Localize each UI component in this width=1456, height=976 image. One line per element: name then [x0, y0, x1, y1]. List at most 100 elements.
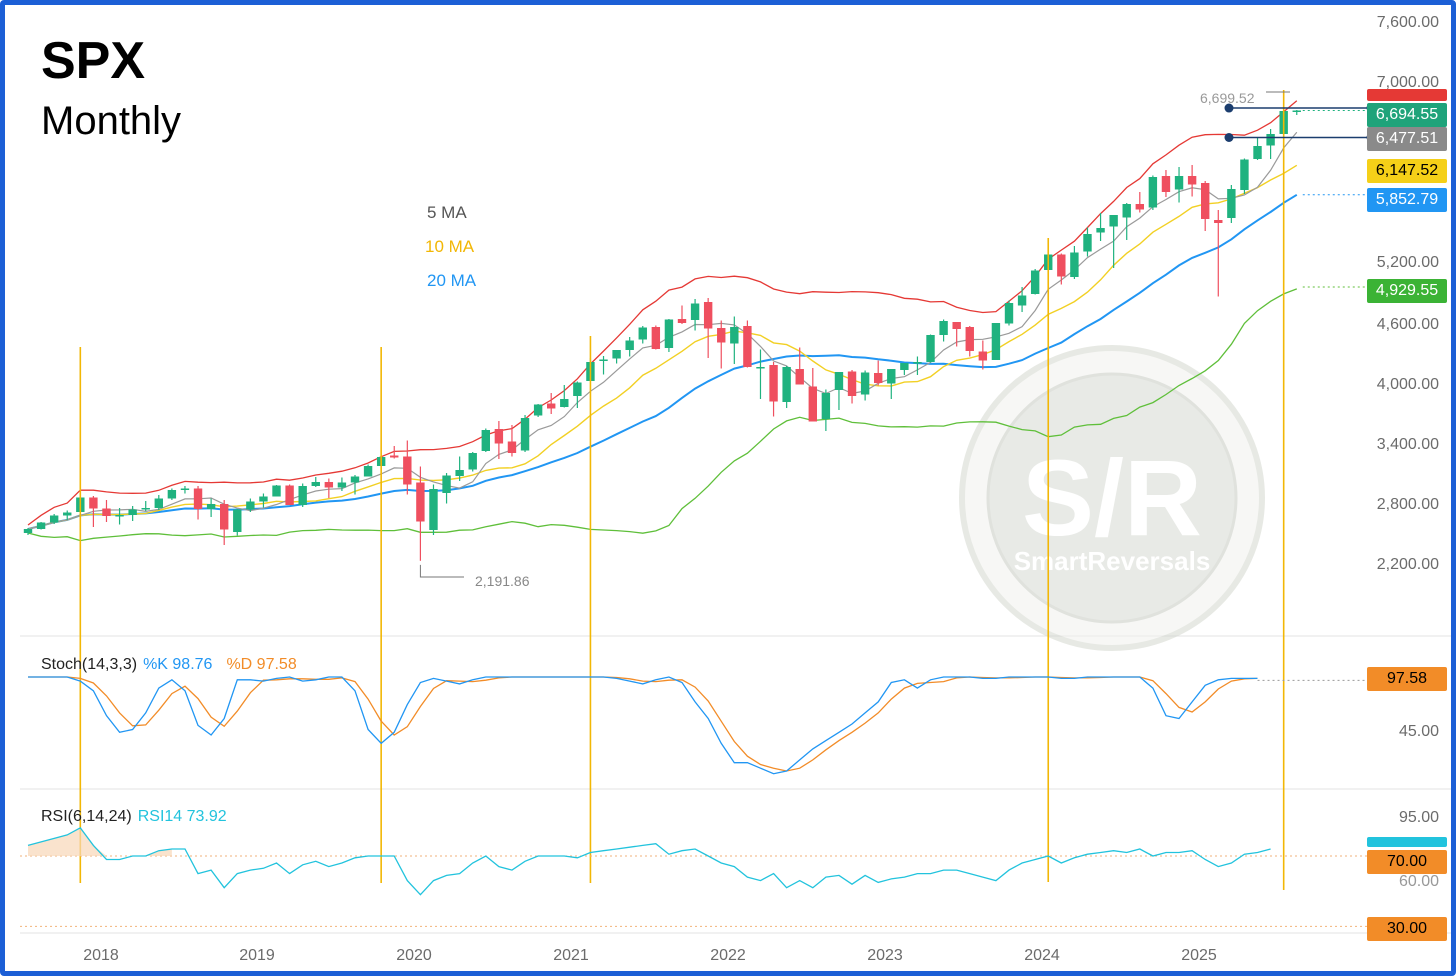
candle-body — [193, 488, 203, 509]
stoch-k-line — [28, 676, 1258, 775]
price-tick: 3,400.00 — [1376, 436, 1439, 453]
candle-body — [690, 303, 700, 320]
candle-body — [952, 322, 961, 329]
candle-body — [717, 328, 726, 343]
stoch-tick: 45.00 — [1398, 723, 1439, 740]
candle-body — [206, 504, 216, 509]
candle-body — [416, 482, 425, 522]
candle-body — [272, 485, 281, 497]
candle-body — [547, 403, 556, 409]
candle-body — [1070, 252, 1079, 277]
candle-body — [1017, 295, 1027, 306]
candle-body — [520, 418, 530, 451]
candle-body — [89, 497, 98, 509]
candle-body — [939, 321, 948, 335]
candle-body — [599, 359, 608, 361]
stoch-title: Stoch(14,3,3) — [41, 656, 138, 673]
candle-body — [769, 365, 778, 402]
candle-body — [363, 466, 373, 477]
candle-body — [874, 373, 883, 383]
candle-body — [102, 508, 111, 516]
candle-body — [246, 501, 255, 510]
candle-body — [1109, 215, 1118, 227]
candle-body — [703, 302, 713, 329]
stoch-d-line — [28, 676, 1258, 772]
candle-body — [1174, 176, 1184, 190]
x-tick: 2019 — [239, 947, 275, 964]
stoch-badge: 97.58 — [1367, 667, 1447, 691]
rsi-value-badge — [1367, 837, 1447, 847]
price-tick: 2,200.00 — [1376, 556, 1439, 573]
x-tick: 2024 — [1024, 947, 1060, 964]
rsi-tick: 95.00 — [1398, 809, 1439, 826]
candle-body — [533, 404, 543, 416]
candle-body — [285, 485, 294, 505]
candle-body — [403, 456, 412, 485]
chart-subtitle: Monthly — [41, 99, 182, 143]
candle-body — [900, 363, 909, 370]
candle-body — [1148, 177, 1158, 208]
candle-body — [36, 522, 46, 529]
rsi-30-badge: 30.00 — [1367, 917, 1447, 941]
candle-body — [573, 382, 582, 396]
legend-10ma: 10 MA — [425, 237, 475, 256]
ma10-line — [27, 164, 1298, 530]
lower-band-badge: 4,929.55 — [1367, 279, 1447, 303]
price-tick: 4,600.00 — [1376, 316, 1439, 333]
candle-body — [1004, 303, 1014, 324]
candle-body — [390, 455, 399, 458]
last-close-badge: 6,694.55 — [1367, 103, 1447, 127]
candle-body — [1253, 146, 1262, 159]
legend-20ma: 20 MA — [427, 271, 477, 290]
x-tick: 2023 — [867, 947, 903, 964]
candle-body — [128, 509, 137, 515]
high-annotation: 6,699.52 — [1200, 90, 1255, 106]
candle-body — [455, 470, 464, 476]
candle-body — [638, 327, 647, 340]
candle-body — [991, 323, 1001, 360]
rsi-tick: 60.00 — [1398, 873, 1439, 890]
candle-body — [507, 441, 517, 453]
price-tick: 7,000.00 — [1376, 74, 1439, 91]
low-annotation: 2,191.86 — [475, 573, 530, 589]
rsi-overbought-fill — [28, 827, 172, 856]
candle-body — [887, 369, 896, 384]
stoch-k-label: %K 98.76 — [143, 656, 213, 673]
x-tick: 2022 — [710, 947, 746, 964]
candle-body — [808, 386, 817, 422]
rsi-line — [27, 826, 1271, 896]
candle-body — [821, 393, 831, 419]
ma20-badge: 5,852.79 — [1367, 188, 1447, 212]
candle-body — [298, 486, 307, 505]
candle-body — [1292, 110, 1301, 112]
candle-body — [324, 482, 334, 488]
rsi-title: RSI(6,14,24) — [41, 808, 132, 825]
candle-body — [1135, 204, 1144, 210]
price-tick: 2,800.00 — [1376, 496, 1439, 513]
legend-5ma: 5 MA — [427, 203, 467, 222]
rsi-70-badge: 70.00 — [1367, 850, 1447, 874]
candle-body — [220, 504, 229, 530]
lower-band-line — [27, 288, 1298, 542]
x-tick: 2018 — [83, 947, 119, 964]
candle-body — [612, 350, 621, 359]
candle-body — [468, 453, 477, 470]
candle-body — [481, 430, 490, 451]
candle-body — [560, 399, 569, 407]
candle-body — [1214, 220, 1223, 223]
level-dot — [1224, 103, 1234, 113]
candle-body — [311, 482, 320, 486]
candle-body — [625, 340, 634, 350]
candle-body — [756, 367, 765, 369]
candle-body — [795, 369, 804, 385]
candle-body — [429, 489, 438, 530]
candle-body — [1083, 234, 1092, 252]
candle-body — [965, 327, 974, 351]
rsi14-label: RSI14 73.92 — [137, 808, 227, 825]
low-pointer — [419, 564, 464, 578]
candle-body — [350, 476, 360, 483]
candle-body — [782, 367, 791, 402]
candle-body — [233, 509, 242, 532]
